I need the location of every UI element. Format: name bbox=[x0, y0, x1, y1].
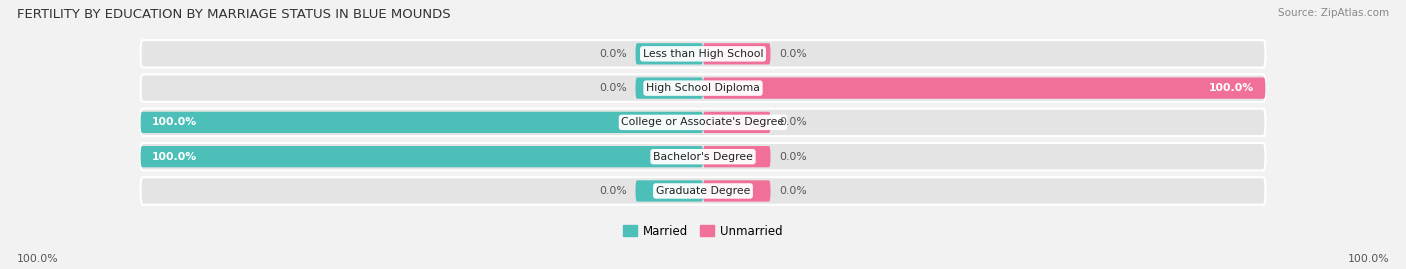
FancyBboxPatch shape bbox=[636, 43, 703, 65]
Text: 0.0%: 0.0% bbox=[779, 152, 807, 162]
Text: 0.0%: 0.0% bbox=[779, 49, 807, 59]
FancyBboxPatch shape bbox=[703, 180, 770, 201]
Text: Source: ZipAtlas.com: Source: ZipAtlas.com bbox=[1278, 8, 1389, 18]
Text: Bachelor's Degree: Bachelor's Degree bbox=[652, 152, 754, 162]
Text: 0.0%: 0.0% bbox=[779, 117, 807, 128]
Text: 100.0%: 100.0% bbox=[17, 254, 59, 264]
Legend: Married, Unmarried: Married, Unmarried bbox=[619, 220, 787, 242]
Text: 100.0%: 100.0% bbox=[1347, 254, 1389, 264]
FancyBboxPatch shape bbox=[703, 112, 770, 133]
FancyBboxPatch shape bbox=[141, 146, 703, 167]
Text: 0.0%: 0.0% bbox=[599, 186, 627, 196]
Text: FERTILITY BY EDUCATION BY MARRIAGE STATUS IN BLUE MOUNDS: FERTILITY BY EDUCATION BY MARRIAGE STATU… bbox=[17, 8, 450, 21]
Text: Less than High School: Less than High School bbox=[643, 49, 763, 59]
Text: 100.0%: 100.0% bbox=[152, 117, 197, 128]
Text: 100.0%: 100.0% bbox=[1209, 83, 1254, 93]
Text: Graduate Degree: Graduate Degree bbox=[655, 186, 751, 196]
FancyBboxPatch shape bbox=[141, 40, 1265, 68]
Text: 0.0%: 0.0% bbox=[779, 186, 807, 196]
FancyBboxPatch shape bbox=[703, 146, 770, 167]
Text: 0.0%: 0.0% bbox=[599, 49, 627, 59]
FancyBboxPatch shape bbox=[636, 77, 703, 99]
FancyBboxPatch shape bbox=[141, 75, 1265, 102]
Text: College or Associate's Degree: College or Associate's Degree bbox=[621, 117, 785, 128]
FancyBboxPatch shape bbox=[141, 143, 1265, 170]
FancyBboxPatch shape bbox=[703, 43, 770, 65]
FancyBboxPatch shape bbox=[636, 180, 703, 201]
Text: 100.0%: 100.0% bbox=[152, 152, 197, 162]
FancyBboxPatch shape bbox=[141, 109, 1265, 136]
FancyBboxPatch shape bbox=[703, 77, 1265, 99]
FancyBboxPatch shape bbox=[141, 112, 703, 133]
Text: 0.0%: 0.0% bbox=[599, 83, 627, 93]
FancyBboxPatch shape bbox=[141, 177, 1265, 205]
Text: High School Diploma: High School Diploma bbox=[647, 83, 759, 93]
